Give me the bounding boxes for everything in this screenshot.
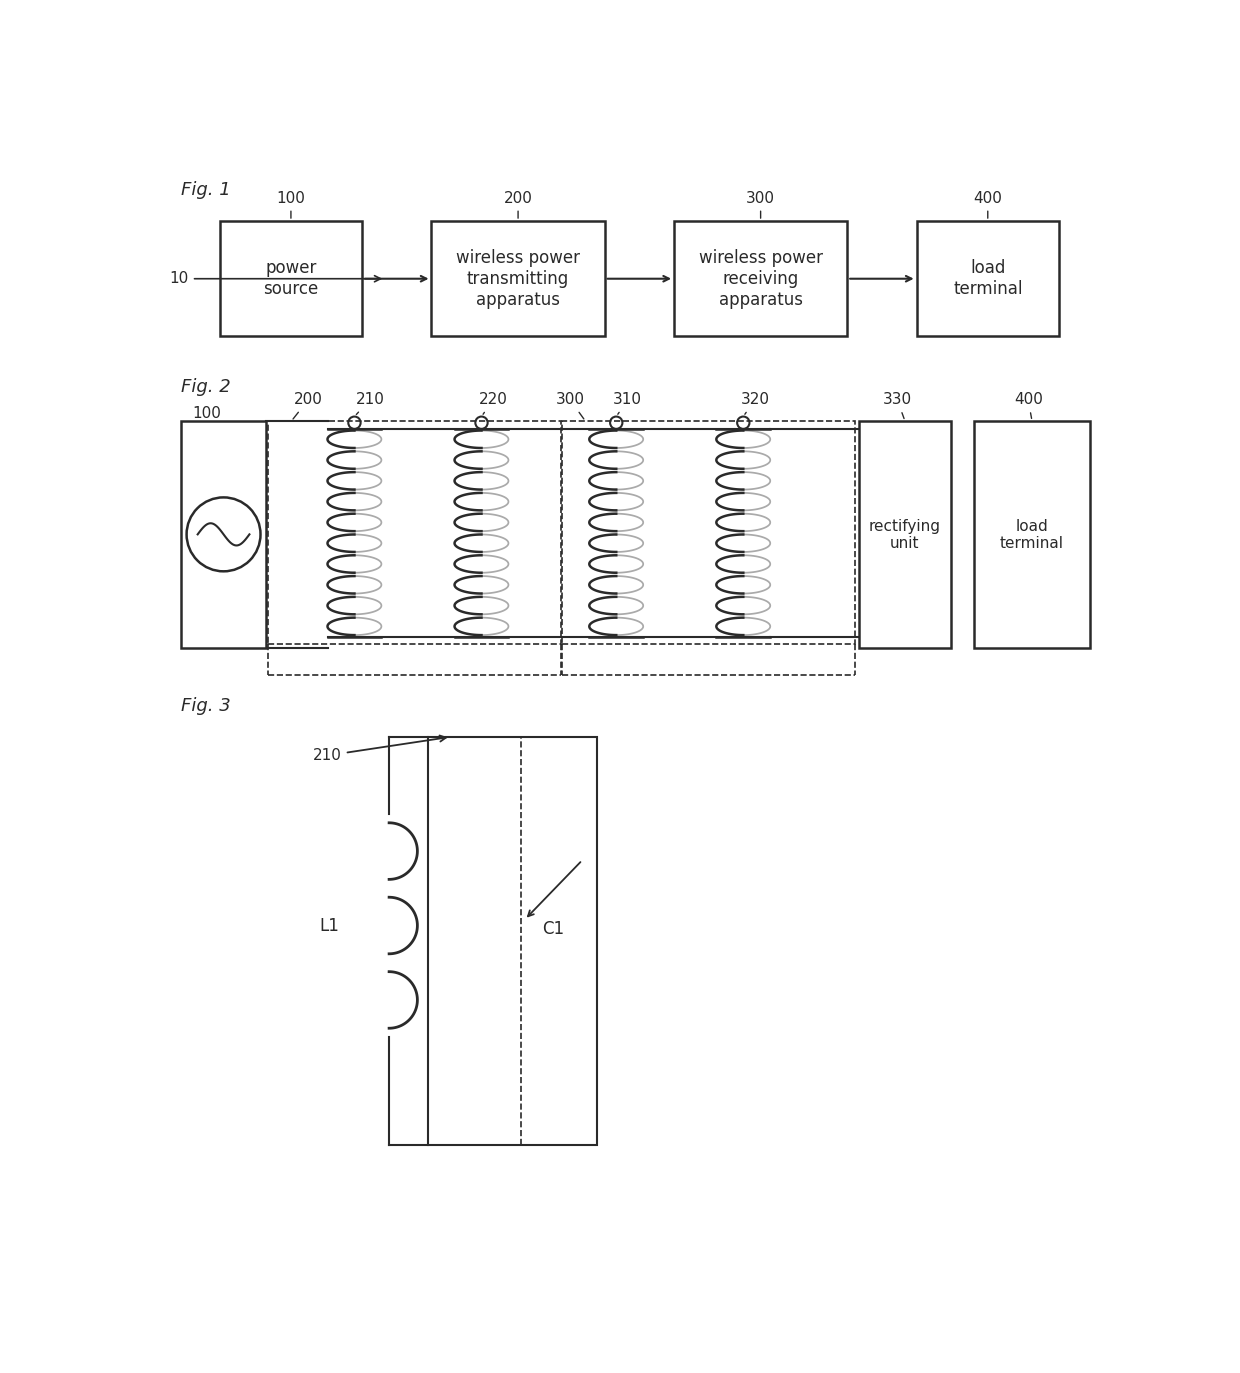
Text: Fig. 3: Fig. 3 [181,697,231,715]
Bar [563,422,854,644]
Text: wireless power
receiving
apparatus: wireless power receiving apparatus [698,249,822,309]
Text: 10: 10 [170,272,381,286]
Text: load
terminal: load terminal [999,519,1064,551]
Text: Fig. 2: Fig. 2 [181,378,231,395]
Text: 400: 400 [973,191,1002,218]
Text: wireless power
transmitting
apparatus: wireless power transmitting apparatus [456,249,580,309]
Bar [428,737,596,1145]
Text: 210: 210 [312,736,446,763]
Bar [268,422,560,644]
Text: 200: 200 [293,393,322,419]
Text: 300: 300 [746,191,775,218]
Text: 200: 200 [503,191,532,218]
Text: C1: C1 [542,920,564,938]
Text: 330: 330 [883,393,911,419]
Text: 220: 220 [479,393,507,415]
Bar [675,221,847,336]
Bar [859,422,951,648]
Bar [975,422,1090,648]
Bar [219,221,362,336]
Text: 100: 100 [277,191,305,218]
Text: 400: 400 [1014,393,1043,419]
Text: Fig. 1: Fig. 1 [181,181,231,199]
Text: 210: 210 [356,393,384,415]
Text: rectifying
unit: rectifying unit [869,519,941,551]
Bar [916,221,1059,336]
Text: 300: 300 [556,393,584,419]
Text: power
source: power source [263,259,319,298]
Text: L1: L1 [319,917,339,935]
Text: load
terminal: load terminal [954,259,1023,298]
Text: 320: 320 [740,393,769,415]
Bar [432,221,605,336]
Text: 310: 310 [614,393,642,415]
Bar [181,422,265,648]
Text: 100: 100 [192,406,222,422]
